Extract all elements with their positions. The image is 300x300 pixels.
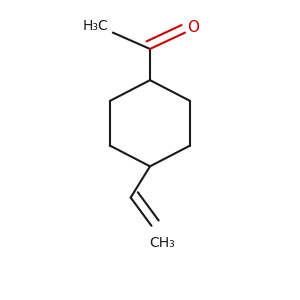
Text: CH₃: CH₃ — [150, 236, 175, 250]
Text: H₃C: H₃C — [83, 19, 109, 33]
Text: O: O — [187, 20, 199, 35]
